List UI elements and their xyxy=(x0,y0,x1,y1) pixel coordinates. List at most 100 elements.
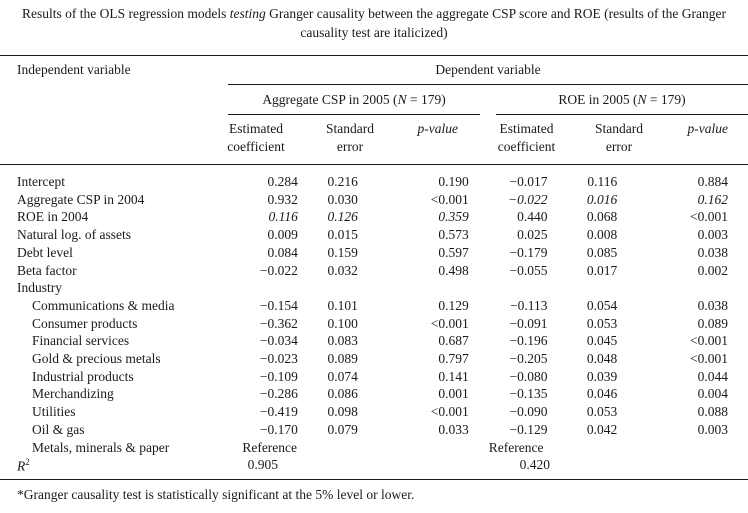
m2-standard-error-cell: 0.046 xyxy=(586,386,618,402)
m2-coefficient-cell: −0.135 xyxy=(509,386,548,402)
m1-p-value-cell: 0.573 xyxy=(438,227,469,243)
m2-estimated-coefficient-header: Estimated coefficient xyxy=(497,121,556,154)
m1-coefficient-cell: 0.932 xyxy=(267,191,298,207)
table-row: Communications & media −0.154 0.101 0.129 −0… xyxy=(0,297,748,315)
m2-p-value-cell: 0.004 xyxy=(697,386,728,402)
table-row: Aggregate CSP in 2004 0.932 0.030 <0.001 −0.… xyxy=(0,191,748,209)
m1-standard-error-cell: 0.015 xyxy=(327,227,358,243)
m1-standard-error-cell: 0.083 xyxy=(327,333,358,349)
model2-header: ROE in 2005 (N = 179) xyxy=(558,92,686,107)
m1-coefficient-cell: 0.284 xyxy=(267,174,298,189)
row-label: Intercept xyxy=(17,174,65,189)
m2-standard-error-cell: 0.054 xyxy=(586,297,618,313)
m2-standard-error-cell: 0.042 xyxy=(586,421,618,437)
m1-coefficient-cell: 0.009 xyxy=(267,227,298,243)
model1-rule xyxy=(228,114,480,115)
m2-coefficient-cell: −0.080 xyxy=(509,368,548,384)
m1-standard-error-cell: 0.074 xyxy=(327,368,358,384)
m1-standard-error-cell: 0.030 xyxy=(327,191,358,207)
m1-p-value-cell: 0.001 xyxy=(438,386,469,402)
dependent-variable-rule xyxy=(228,84,748,85)
table-row: Metals, minerals & paper Reference Referen… xyxy=(0,439,748,457)
m2-p-value-cell: 0.003 xyxy=(697,421,728,437)
m1-standard-error-cell xyxy=(298,439,358,457)
table-row: Debt level 0.084 0.159 0.597 −0.179 0.085 0.03… xyxy=(0,244,748,262)
m2-standard-error-cell: 0.116 xyxy=(587,174,618,189)
header-bottom-rule xyxy=(0,164,748,165)
m2-coefficient-cell xyxy=(491,279,562,297)
m2-coefficient-cell: 0.440 xyxy=(517,209,548,225)
m1-standard-error-cell: 0.079 xyxy=(327,421,358,437)
m2-standard-error-cell xyxy=(562,439,618,457)
model1-header: Aggregate CSP in 2005 (N = 179) xyxy=(262,92,446,107)
m2-coefficient-cell: −0.179 xyxy=(509,244,548,260)
independent-variable-header: Independent variable xyxy=(17,62,131,77)
m1-coefficient-cell: 0.084 xyxy=(267,244,298,260)
table-row: Gold & precious metals −0.023 0.089 0.797 −0… xyxy=(0,350,748,368)
m1-standard-error-cell: 0.126 xyxy=(327,209,358,225)
row-label: Financial services xyxy=(32,333,130,349)
m1-coefficient-cell: Reference xyxy=(242,439,298,455)
table-row: Beta factor −0.022 0.032 0.498 −0.055 0.017 0.… xyxy=(0,262,748,280)
m2-standard-error-cell: 0.053 xyxy=(586,315,618,331)
table-caption: Results of the OLS regression models tes… xyxy=(10,4,738,42)
m1-p-value-cell: 0.359 xyxy=(438,209,469,225)
table-row: Industry xyxy=(0,279,748,297)
row-label: Metals, minerals & paper xyxy=(32,439,170,455)
m1-estimated-coefficient-header: Estimated coefficient xyxy=(227,121,285,154)
m1-standard-error-cell: 0.032 xyxy=(327,262,358,278)
m1-p-value-cell: <0.001 xyxy=(430,315,469,331)
m1-p-value-cell xyxy=(358,279,491,297)
m1-coefficient-cell: −0.034 xyxy=(259,333,298,349)
m1-coefficient-cell: −0.022 xyxy=(259,262,298,278)
m2-coefficient-cell: −0.196 xyxy=(509,333,548,349)
m1-coefficient-cell: −0.362 xyxy=(259,315,298,331)
m2-p-value-cell: <0.001 xyxy=(690,351,728,367)
m1-standard-error-cell: 0.086 xyxy=(327,386,358,402)
r-squared-model2: 0.420 xyxy=(519,457,550,472)
row-label: Merchandizing xyxy=(32,386,114,402)
m1-p-value-cell: 0.597 xyxy=(438,244,469,260)
dependent-variable-header: Dependent variable xyxy=(435,62,541,77)
m2-coefficient-cell: −0.205 xyxy=(509,351,548,367)
m2-coefficient-cell: 0.025 xyxy=(517,227,548,243)
caption-prefix: Results of the OLS regression models xyxy=(22,6,230,21)
caption-italic-word: testing xyxy=(229,6,266,21)
m1-p-value-cell: 0.033 xyxy=(438,421,469,437)
m1-coefficient-cell: −0.109 xyxy=(259,368,298,384)
m2-standard-error-cell: 0.048 xyxy=(586,351,618,367)
m1-p-value-cell xyxy=(358,439,491,457)
m1-p-value-cell: 0.129 xyxy=(438,297,469,313)
m2-p-value-cell xyxy=(617,439,748,457)
m1-coefficient-cell: −0.170 xyxy=(259,421,298,437)
row-label: Beta factor xyxy=(17,262,77,278)
table-row: Merchandizing −0.286 0.086 0.001 −0.135 0.046… xyxy=(0,385,748,403)
m2-standard-error-cell: 0.039 xyxy=(586,368,618,384)
row-label: Industrial products xyxy=(32,368,134,384)
model2-rule xyxy=(496,114,748,115)
m1-coefficient-cell: 0.116 xyxy=(268,209,298,225)
footnote: *Granger causality test is statistically… xyxy=(17,487,415,502)
m1-standard-error-cell: 0.159 xyxy=(327,244,358,260)
row-label: Debt level xyxy=(17,244,73,260)
m1-standard-error-cell: 0.216 xyxy=(327,174,358,189)
r-squared-label: R2 xyxy=(17,457,30,474)
m2-p-value-cell xyxy=(617,279,748,297)
table-row: Financial services −0.034 0.083 0.687 −0.196… xyxy=(0,332,748,350)
m1-coefficient-cell: −0.286 xyxy=(259,386,298,402)
m2-p-value-cell: 0.038 xyxy=(697,244,728,260)
m2-coefficient-cell: −0.055 xyxy=(509,262,548,278)
table-row: Industrial products −0.109 0.074 0.141 −0.08… xyxy=(0,368,748,386)
bottom-rule xyxy=(0,479,748,480)
m2-p-value-cell: <0.001 xyxy=(690,209,728,225)
regression-table-body: Intercept 0.284 0.216 0.190 −0.017 0.116 0.884… xyxy=(0,173,748,456)
m1-standard-error-cell xyxy=(298,279,358,297)
m2-standard-error-cell: 0.008 xyxy=(586,227,618,243)
row-label: Utilities xyxy=(32,404,76,420)
m2-standard-error-cell: 0.085 xyxy=(586,244,618,260)
m2-coefficient-cell: −0.090 xyxy=(509,404,548,420)
row-label: Industry xyxy=(17,280,62,296)
m2-coefficient-cell: −0.091 xyxy=(509,315,548,331)
table-row: Intercept 0.284 0.216 0.190 −0.017 0.116 0.884 xyxy=(0,173,748,191)
